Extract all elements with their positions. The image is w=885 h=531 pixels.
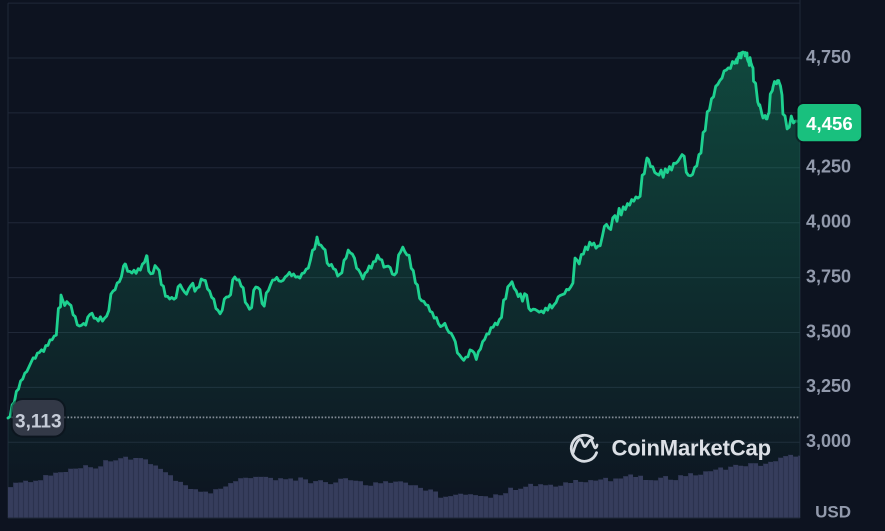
svg-text:3,750: 3,750 — [806, 266, 851, 286]
svg-text:4,000: 4,000 — [806, 212, 851, 232]
svg-text:4,750: 4,750 — [806, 47, 851, 67]
svg-text:3,000: 3,000 — [806, 431, 851, 451]
svg-text:4,456: 4,456 — [806, 113, 853, 134]
svg-text:CoinMarketCap: CoinMarketCap — [612, 436, 771, 461]
svg-text:3,250: 3,250 — [806, 376, 851, 396]
svg-text:USD: USD — [815, 503, 851, 522]
svg-text:3,113: 3,113 — [15, 412, 62, 433]
svg-text:4,250: 4,250 — [806, 157, 851, 177]
svg-text:3,500: 3,500 — [806, 321, 851, 341]
